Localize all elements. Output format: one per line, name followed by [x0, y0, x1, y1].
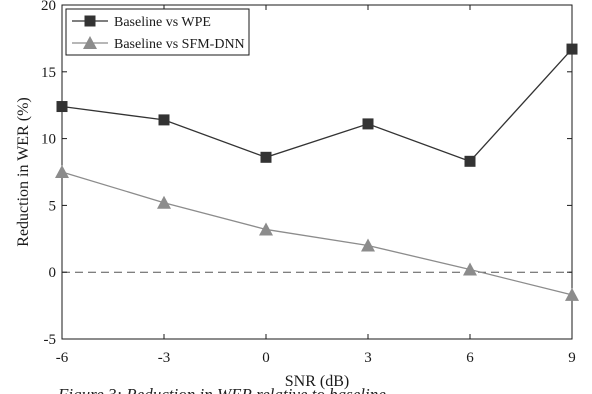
x-tick-label: -3: [158, 350, 171, 366]
series-line-0: [61, 48, 573, 163]
figure-caption-fragment: Figure 3: Reduction in WER relative to b…: [57, 385, 386, 394]
x-tick-label: 3: [364, 350, 372, 366]
y-tick-label: 5: [49, 198, 57, 214]
x-axis-ticks: -6 -3 0 3 6 9: [56, 5, 576, 366]
y-tick-label: 0: [49, 265, 57, 281]
data-point-0: [56, 101, 68, 113]
x-tick-label: 9: [568, 350, 576, 366]
data-point-1: [55, 165, 69, 178]
data-point-1: [259, 222, 273, 236]
legend-box: [65, 8, 250, 56]
y-tick-label: -5: [44, 332, 57, 348]
legend-label-sfm: Baseline vs SFM-DNN: [114, 37, 245, 52]
data-point-0: [464, 155, 476, 167]
legend-label-wpe: Baseline vs WPE: [114, 15, 211, 30]
data-point-1: [565, 287, 579, 301]
data-point-0: [566, 43, 578, 55]
y-tick-label: 10: [41, 132, 56, 148]
legend: Baseline vs WPE Baseline vs SFM-DNN: [65, 8, 250, 56]
y-axis-label: Reduction in WER (%): [15, 97, 32, 246]
data-point-0: [362, 118, 374, 130]
series-line-1: [61, 171, 573, 296]
data-point-0: [158, 114, 170, 126]
x-tick-label: 0: [262, 350, 270, 366]
y-tick-label: 15: [41, 65, 56, 81]
y-tick-label: 20: [41, 0, 56, 14]
data-point-1: [157, 195, 171, 209]
data-point-1: [463, 262, 477, 276]
legend-marker-triangle: [83, 36, 97, 49]
data-point-1: [361, 238, 375, 252]
x-tick-label: -6: [56, 350, 69, 366]
data-point-0: [260, 151, 272, 163]
series-layer: [55, 43, 579, 301]
x-axis-label: SNR (dB): [285, 373, 349, 390]
x-tick-label: 6: [466, 350, 474, 366]
legend-marker-square: [84, 15, 96, 27]
y-axis-ticks: -5 0 5 10 15 20: [41, 0, 572, 348]
